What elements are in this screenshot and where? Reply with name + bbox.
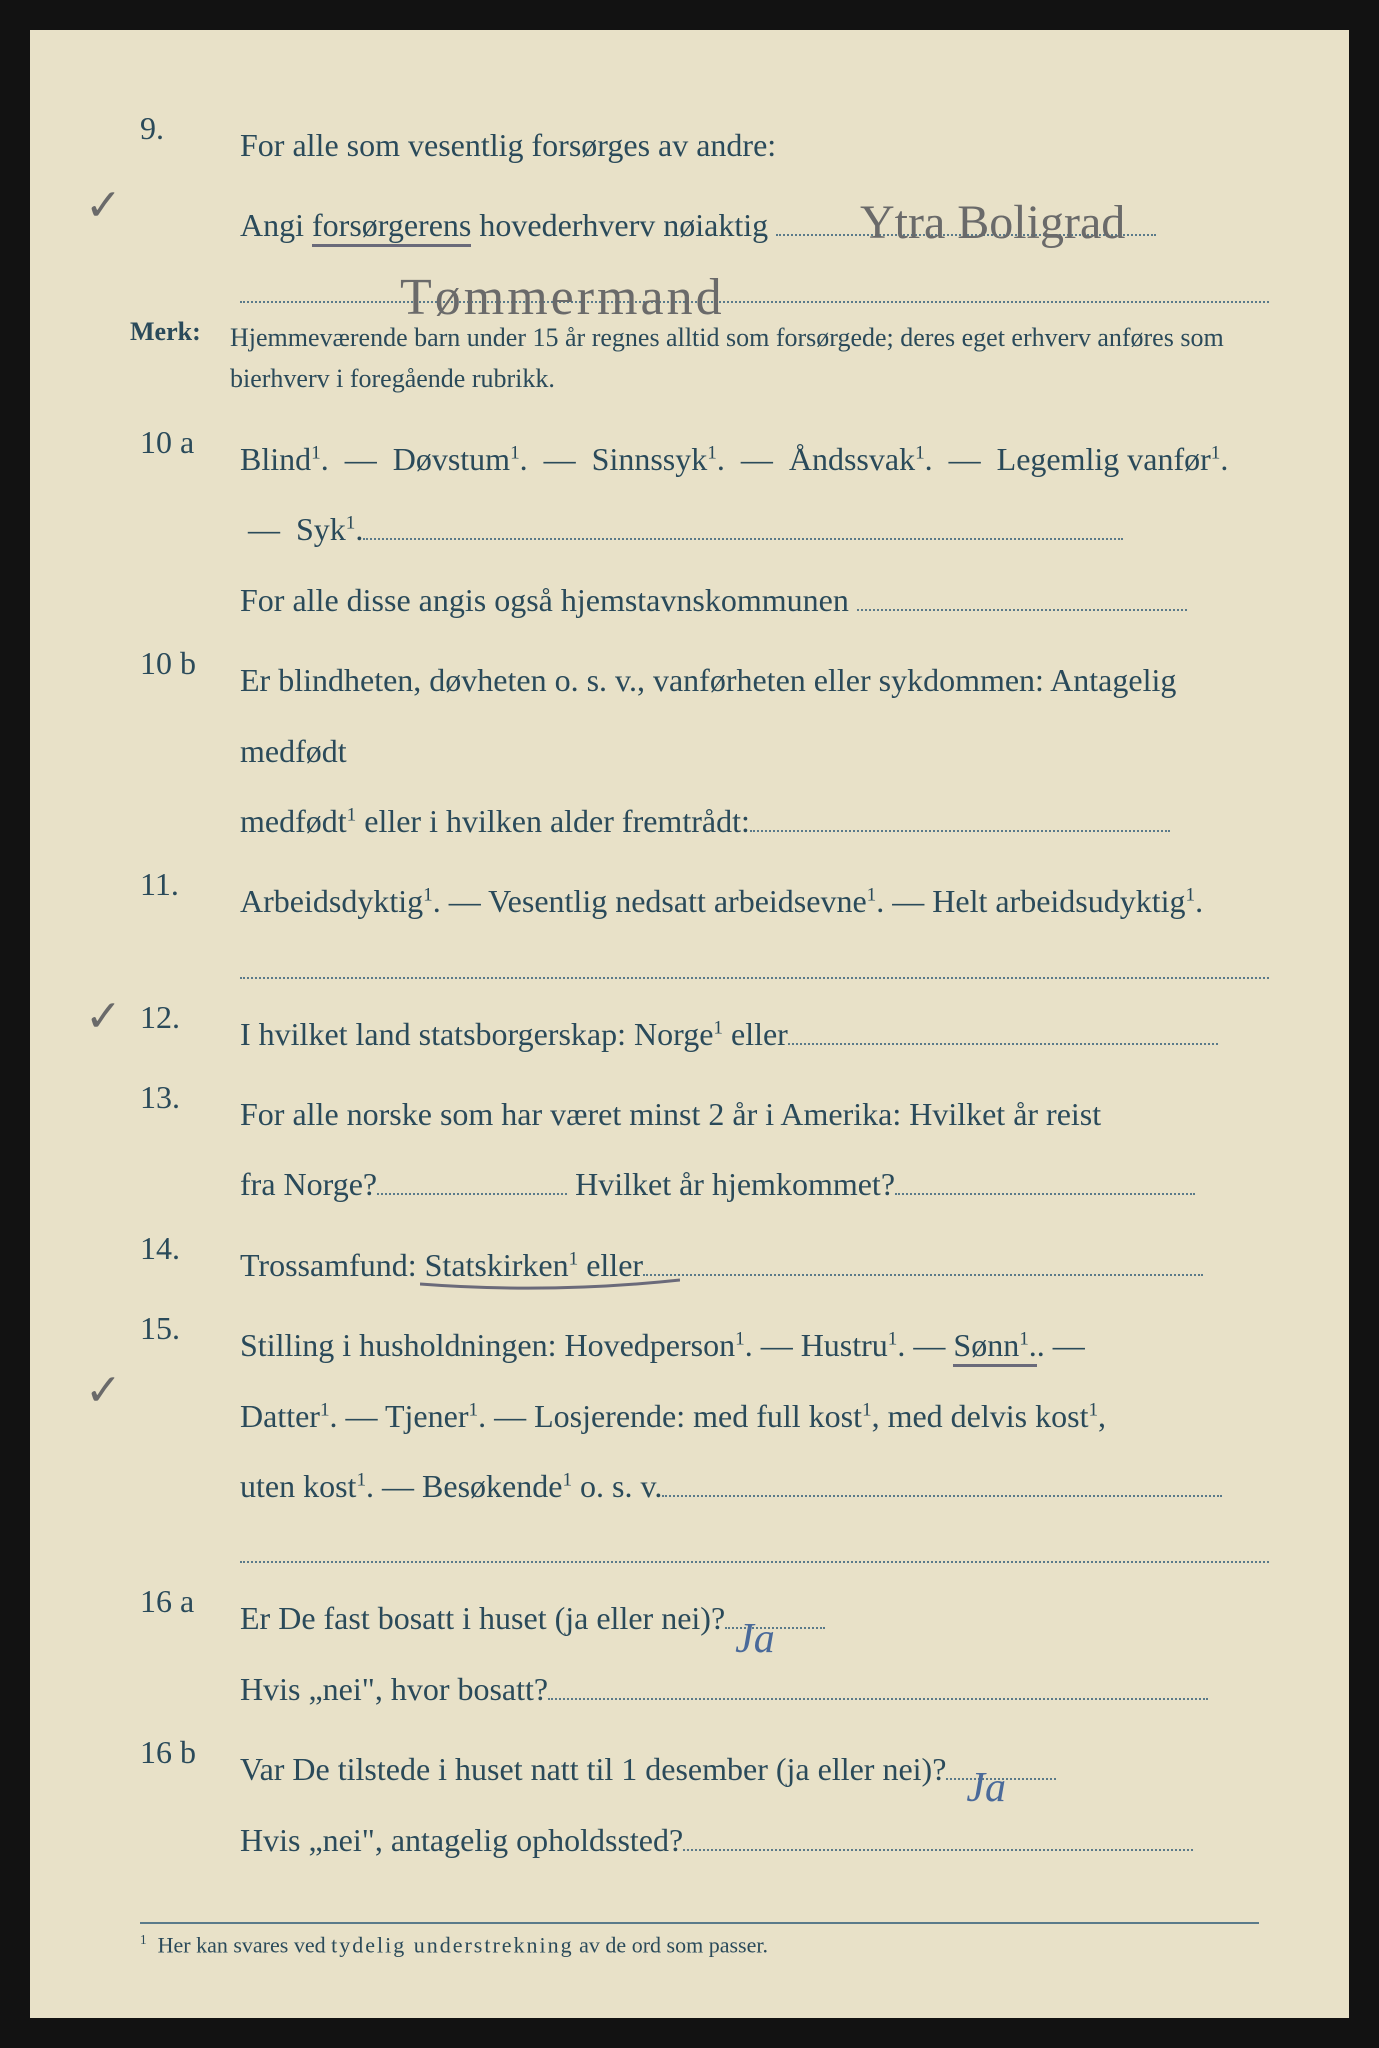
q9-handwritten-top: Ytra Boligrad xyxy=(860,170,1125,276)
footnote: 1 Her kan svares ved tydelig understrekn… xyxy=(140,1922,1259,1958)
question-15: ✓ 15. Stilling i husholdningen: Hovedper… xyxy=(130,1310,1269,1563)
merk-note: Merk: Hjemmeværende barn under 15 år reg… xyxy=(130,317,1269,400)
q16b-number: 16 b xyxy=(130,1734,240,1771)
q11-body: Arbeidsdyktig1. — Vesentlig nedsatt arbe… xyxy=(240,866,1269,978)
question-16b: 16 b Var De tilstede i huset natt til 1 … xyxy=(130,1734,1269,1875)
q15-checkmark: ✓ xyxy=(85,1365,122,1416)
q14-number: 14. xyxy=(130,1230,240,1267)
q16a-number: 16 a xyxy=(130,1583,240,1620)
q16b-answer: Ja xyxy=(966,1742,1006,1834)
q16a-answer: Ja xyxy=(735,1593,775,1685)
q12-number: 12. xyxy=(130,999,240,1036)
q12-checkmark: ✓ xyxy=(85,991,122,1042)
q10a-number: 10 a xyxy=(130,424,240,461)
q16a-body: Er De fast bosatt i huset (ja eller nei)… xyxy=(240,1583,1269,1724)
q10a-body: Blind1. — Døvstum1. — Sinnssyk1. — Åndss… xyxy=(240,424,1269,635)
q14-body: Trossamfund: Statskirken1 eller xyxy=(240,1230,1269,1300)
q15-body: Stilling i husholdningen: Hovedperson1. … xyxy=(240,1310,1269,1563)
question-10b: 10 b Er blindheten, døvheten o. s. v., v… xyxy=(130,645,1269,856)
q16b-body: Var De tilstede i huset natt til 1 desem… xyxy=(240,1734,1269,1875)
q15-sonn-underlined: Sønn1. xyxy=(953,1327,1036,1367)
footnote-marker: 1 xyxy=(140,1932,147,1947)
question-10a: 10 a Blind1. — Døvstum1. — Sinnssyk1. — … xyxy=(130,424,1269,635)
question-11: 11. Arbeidsdyktig1. — Vesentlig nedsatt … xyxy=(130,866,1269,978)
q12-body: I hvilket land statsborgerskap: Norge1 e… xyxy=(240,999,1269,1069)
question-12: ✓ 12. I hvilket land statsborgerskap: No… xyxy=(130,999,1269,1069)
q9-checkmark: ✓ xyxy=(85,180,122,231)
q10a-line2: For alle disse angis også hjemstavnskomm… xyxy=(240,582,849,618)
question-9-line2: ✓ Angi forsørgerens hovederhverv nøiakti… xyxy=(130,190,1269,302)
q10b-body: Er blindheten, døvheten o. s. v., vanfør… xyxy=(240,645,1269,856)
q9-body2: Angi forsørgerens hovederhverv nøiaktig … xyxy=(240,190,1269,302)
q13-body: For alle norske som har været minst 2 år… xyxy=(240,1079,1269,1220)
question-14: 14. Trossamfund: Statskirken1 eller xyxy=(130,1230,1269,1300)
q9-line1: For alle som vesentlig forsørges av andr… xyxy=(240,127,776,163)
question-16a: 16 a Er De fast bosatt i huset (ja eller… xyxy=(130,1583,1269,1724)
census-form-page: 9. For alle som vesentlig forsørges av a… xyxy=(0,0,1379,2048)
q11-number: 11. xyxy=(130,866,240,903)
statskirken-underline xyxy=(420,1276,680,1296)
question-13: 13. For alle norske som har været minst … xyxy=(130,1079,1269,1220)
q15-number: 15. xyxy=(130,1310,240,1347)
q10b-number: 10 b xyxy=(130,645,240,682)
q13-number: 13. xyxy=(130,1079,240,1116)
q9-number: 9. xyxy=(130,110,240,147)
merk-label: Merk: xyxy=(130,317,230,347)
merk-text: Hjemmeværende barn under 15 år regnes al… xyxy=(230,317,1269,400)
